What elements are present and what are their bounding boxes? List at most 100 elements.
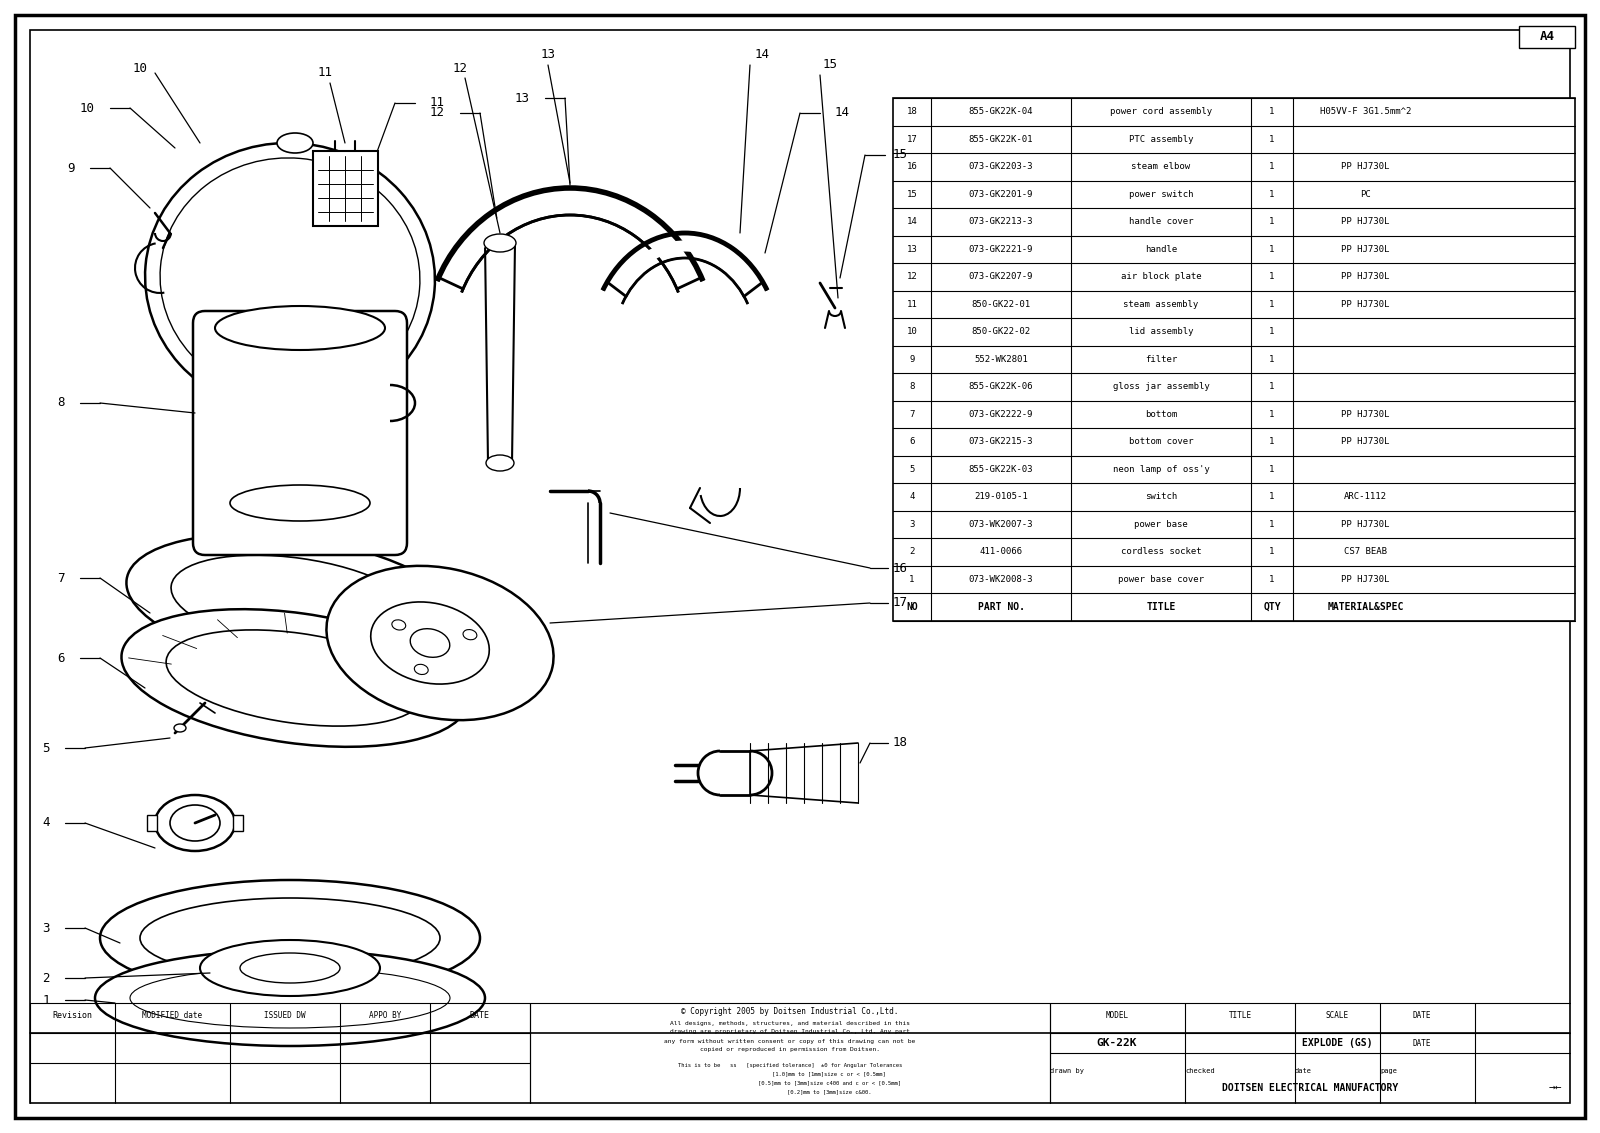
Text: 855-GK22K-04: 855-GK22K-04 — [968, 108, 1034, 117]
Text: 411-0066: 411-0066 — [979, 547, 1022, 556]
Bar — [312, 151, 378, 225]
FancyBboxPatch shape — [194, 310, 406, 555]
Text: 15: 15 — [822, 59, 837, 71]
Text: 1: 1 — [1269, 465, 1275, 474]
Text: handle cover: handle cover — [1128, 218, 1194, 227]
Text: MATERIAL&SPEC: MATERIAL&SPEC — [1328, 602, 1403, 612]
Ellipse shape — [166, 630, 424, 726]
Text: 11: 11 — [907, 300, 917, 309]
Text: PP HJ730L: PP HJ730L — [1341, 520, 1390, 529]
Text: PP HJ730L: PP HJ730L — [1341, 300, 1390, 309]
Ellipse shape — [155, 795, 235, 851]
Ellipse shape — [414, 664, 429, 674]
Text: checked: checked — [1186, 1068, 1214, 1074]
Text: 6: 6 — [58, 651, 66, 664]
Text: drawing are proprietary of Doitsen Industrial Co., Ltd. Any part: drawing are proprietary of Doitsen Indus… — [670, 1030, 910, 1034]
Text: PP HJ730L: PP HJ730L — [1341, 410, 1390, 419]
Text: 073-WK2008-3: 073-WK2008-3 — [968, 574, 1034, 583]
Text: →←: →← — [1549, 1083, 1562, 1093]
Bar — [234, 815, 243, 830]
Ellipse shape — [99, 880, 480, 996]
Text: handle: handle — [1146, 245, 1178, 254]
Text: 16: 16 — [893, 562, 909, 574]
Text: 1: 1 — [1269, 520, 1275, 529]
Text: QTY: QTY — [1262, 602, 1282, 612]
Text: 073-GK2222-9: 073-GK2222-9 — [968, 410, 1034, 419]
Text: 14: 14 — [835, 107, 850, 119]
Text: MODIFIED date: MODIFIED date — [142, 1011, 202, 1020]
Ellipse shape — [126, 535, 464, 672]
Text: 1: 1 — [1269, 218, 1275, 227]
Text: power cord assembly: power cord assembly — [1110, 108, 1213, 117]
Text: 1: 1 — [1269, 355, 1275, 364]
Text: 12: 12 — [907, 272, 917, 281]
Text: EXPLODE (GS): EXPLODE (GS) — [1302, 1038, 1373, 1048]
Text: 1: 1 — [1269, 574, 1275, 583]
Text: 9: 9 — [909, 355, 915, 364]
Text: 850-GK22-02: 850-GK22-02 — [971, 327, 1030, 337]
Text: NO: NO — [906, 602, 918, 612]
Ellipse shape — [371, 602, 490, 684]
Ellipse shape — [160, 157, 419, 398]
Text: 14: 14 — [907, 218, 917, 227]
Text: PP HJ730L: PP HJ730L — [1341, 245, 1390, 254]
Text: 18: 18 — [907, 108, 917, 117]
Text: [0.5]mm to [3mm]size c400 and c or < [0.5mm]: [0.5]mm to [3mm]size c400 and c or < [0.… — [680, 1081, 901, 1085]
Text: 855-GK22K-01: 855-GK22K-01 — [968, 135, 1034, 144]
Text: 3: 3 — [43, 921, 50, 935]
Polygon shape — [485, 242, 515, 463]
Text: APPO BY: APPO BY — [370, 1011, 402, 1020]
Text: H05VV-F 3G1.5mm^2: H05VV-F 3G1.5mm^2 — [1320, 108, 1411, 117]
Ellipse shape — [170, 806, 221, 841]
Text: 18: 18 — [893, 736, 909, 750]
Text: any form without written consent or copy of this drawing can not be: any form without written consent or copy… — [664, 1039, 915, 1043]
Text: GK-22K: GK-22K — [1096, 1038, 1138, 1048]
Text: 1: 1 — [1269, 382, 1275, 391]
Text: 11: 11 — [430, 96, 445, 110]
Ellipse shape — [214, 306, 386, 350]
Text: 1: 1 — [1269, 245, 1275, 254]
Text: TITLE: TITLE — [1146, 602, 1176, 612]
Text: 8: 8 — [909, 382, 915, 391]
Text: bottom: bottom — [1146, 410, 1178, 419]
Text: ARC-1112: ARC-1112 — [1344, 492, 1387, 501]
Text: steam elbow: steam elbow — [1131, 162, 1190, 171]
Text: power base: power base — [1134, 520, 1187, 529]
Text: PC: PC — [1360, 189, 1371, 198]
Text: 14: 14 — [755, 49, 770, 61]
Text: filter: filter — [1146, 355, 1178, 364]
Text: 073-WK2007-3: 073-WK2007-3 — [968, 520, 1034, 529]
Bar — [147, 815, 157, 830]
Text: 13: 13 — [515, 92, 530, 104]
Text: 17: 17 — [907, 135, 917, 144]
Text: power base cover: power base cover — [1118, 574, 1205, 583]
Text: air block plate: air block plate — [1120, 272, 1202, 281]
Text: 855-GK22K-03: 855-GK22K-03 — [968, 465, 1034, 474]
Text: 073-GK2207-9: 073-GK2207-9 — [968, 272, 1034, 281]
Text: 1: 1 — [1269, 135, 1275, 144]
Text: 15: 15 — [907, 189, 917, 198]
Ellipse shape — [141, 898, 440, 978]
Ellipse shape — [130, 968, 450, 1028]
Bar — [1518, 26, 1574, 48]
Text: 1: 1 — [909, 574, 915, 583]
Text: lid assembly: lid assembly — [1128, 327, 1194, 337]
Ellipse shape — [94, 949, 485, 1046]
Text: Revision: Revision — [51, 1011, 93, 1020]
Text: power switch: power switch — [1128, 189, 1194, 198]
Text: PP HJ730L: PP HJ730L — [1341, 437, 1390, 446]
Text: This is to be   ss   [specified tolerance]  ±0 for Angular Tolerances: This is to be ss [specified tolerance] ±… — [678, 1063, 902, 1067]
Text: 16: 16 — [907, 162, 917, 171]
Text: drawn by: drawn by — [1050, 1068, 1085, 1074]
Text: switch: switch — [1146, 492, 1178, 501]
Text: cordless socket: cordless socket — [1120, 547, 1202, 556]
Text: 552-WK2801: 552-WK2801 — [974, 355, 1027, 364]
Text: A4: A4 — [1539, 31, 1555, 43]
Text: PP HJ730L: PP HJ730L — [1341, 162, 1390, 171]
Text: 12: 12 — [453, 61, 467, 75]
Text: ISSUED DW: ISSUED DW — [264, 1011, 306, 1020]
Ellipse shape — [326, 565, 554, 721]
Text: PTC assembly: PTC assembly — [1128, 135, 1194, 144]
Text: 073-GK2215-3: 073-GK2215-3 — [968, 437, 1034, 446]
Text: 1: 1 — [1269, 189, 1275, 198]
